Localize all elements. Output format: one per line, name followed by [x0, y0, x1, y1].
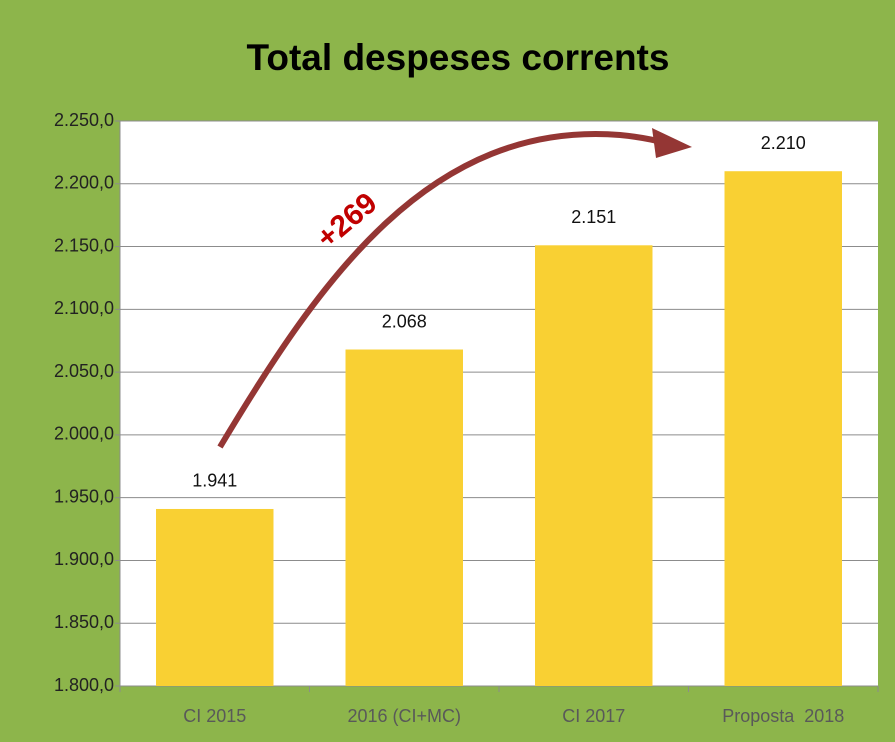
bar — [724, 171, 842, 686]
x-tick-label: 2016 (CI+MC) — [347, 706, 461, 726]
arrow-line — [217, 131, 666, 449]
bar — [156, 508, 274, 686]
x-tick-label: Proposta 2018 — [722, 706, 844, 726]
y-tick-label: 2.000,0 — [54, 424, 114, 444]
y-tick-label: 2.050,0 — [54, 361, 114, 381]
arrow-head — [652, 128, 692, 158]
value-label: 1.941 — [192, 471, 237, 491]
y-tick-label: 1.800,0 — [54, 675, 114, 695]
bar — [345, 349, 463, 686]
chart-title: Total despeses corrents — [247, 37, 670, 78]
y-tick-label: 1.900,0 — [54, 549, 114, 569]
x-tick-label: CI 2015 — [183, 706, 246, 726]
value-label: 2.068 — [382, 311, 427, 331]
value-label: 2.151 — [571, 207, 616, 227]
y-tick-label: 1.850,0 — [54, 612, 114, 632]
x-tick-label: CI 2017 — [562, 706, 625, 726]
value-label: 2.210 — [761, 133, 806, 153]
y-tick-label: 2.250,0 — [54, 110, 114, 130]
arrow — [217, 128, 692, 449]
y-tick-label: 2.100,0 — [54, 298, 114, 318]
bars — [156, 171, 842, 687]
y-tick-label: 2.200,0 — [54, 173, 114, 193]
y-tick-label: 2.150,0 — [54, 235, 114, 255]
y-tick-label: 1.950,0 — [54, 486, 114, 506]
bar — [535, 245, 653, 687]
